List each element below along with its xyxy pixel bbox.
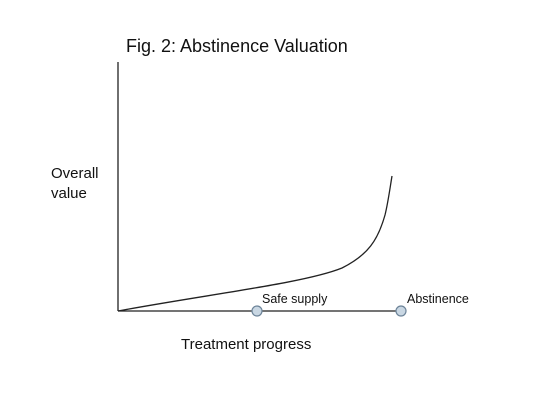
y-axis-label-line-2: value (51, 185, 87, 202)
safe-supply-marker (251, 305, 263, 317)
y-axis-label-line-1: Overall (51, 165, 99, 182)
y-axis-label: Overall value (51, 164, 99, 204)
abstinence-label: Abstinence (407, 292, 469, 306)
x-axis-label: Treatment progress (181, 336, 312, 353)
abstinence-marker (395, 305, 407, 317)
value-curve (117, 175, 393, 312)
figure-title: Fig. 2: Abstinence Valuation (126, 36, 348, 56)
safe-supply-label: Safe supply (262, 292, 328, 306)
